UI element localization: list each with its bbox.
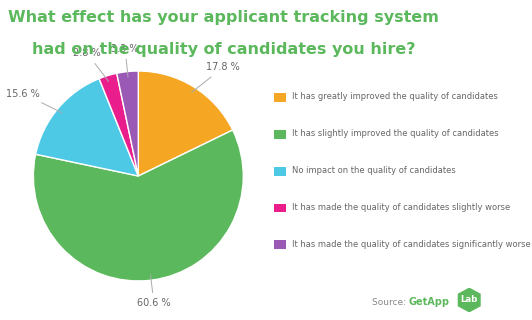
- Text: 17.8 %: 17.8 %: [192, 62, 240, 92]
- Text: 3.3 %: 3.3 %: [111, 44, 139, 77]
- Text: Source:: Source:: [372, 298, 409, 307]
- Text: It has slightly improved the quality of candidates: It has slightly improved the quality of …: [292, 129, 498, 138]
- Wedge shape: [36, 79, 138, 176]
- Wedge shape: [34, 130, 243, 281]
- Text: had on the quality of candidates you hire?: had on the quality of candidates you hir…: [32, 42, 415, 57]
- Text: What effect has your applicant tracking system: What effect has your applicant tracking …: [8, 10, 439, 25]
- Text: 2.8 %: 2.8 %: [73, 49, 109, 81]
- Text: GetApp: GetApp: [409, 297, 450, 308]
- Text: 60.6 %: 60.6 %: [137, 275, 171, 308]
- Text: No impact on the quality of candidates: No impact on the quality of candidates: [292, 166, 456, 175]
- Wedge shape: [99, 73, 138, 176]
- Wedge shape: [138, 71, 232, 176]
- Text: Lab: Lab: [461, 295, 478, 305]
- Text: It has made the quality of candidates significantly worse: It has made the quality of candidates si…: [292, 240, 531, 249]
- Text: It has made the quality of candidates slightly worse: It has made the quality of candidates sl…: [292, 203, 510, 212]
- Wedge shape: [117, 71, 138, 176]
- Text: It has greatly improved the quality of candidates: It has greatly improved the quality of c…: [292, 92, 498, 101]
- Text: 15.6 %: 15.6 %: [6, 89, 62, 113]
